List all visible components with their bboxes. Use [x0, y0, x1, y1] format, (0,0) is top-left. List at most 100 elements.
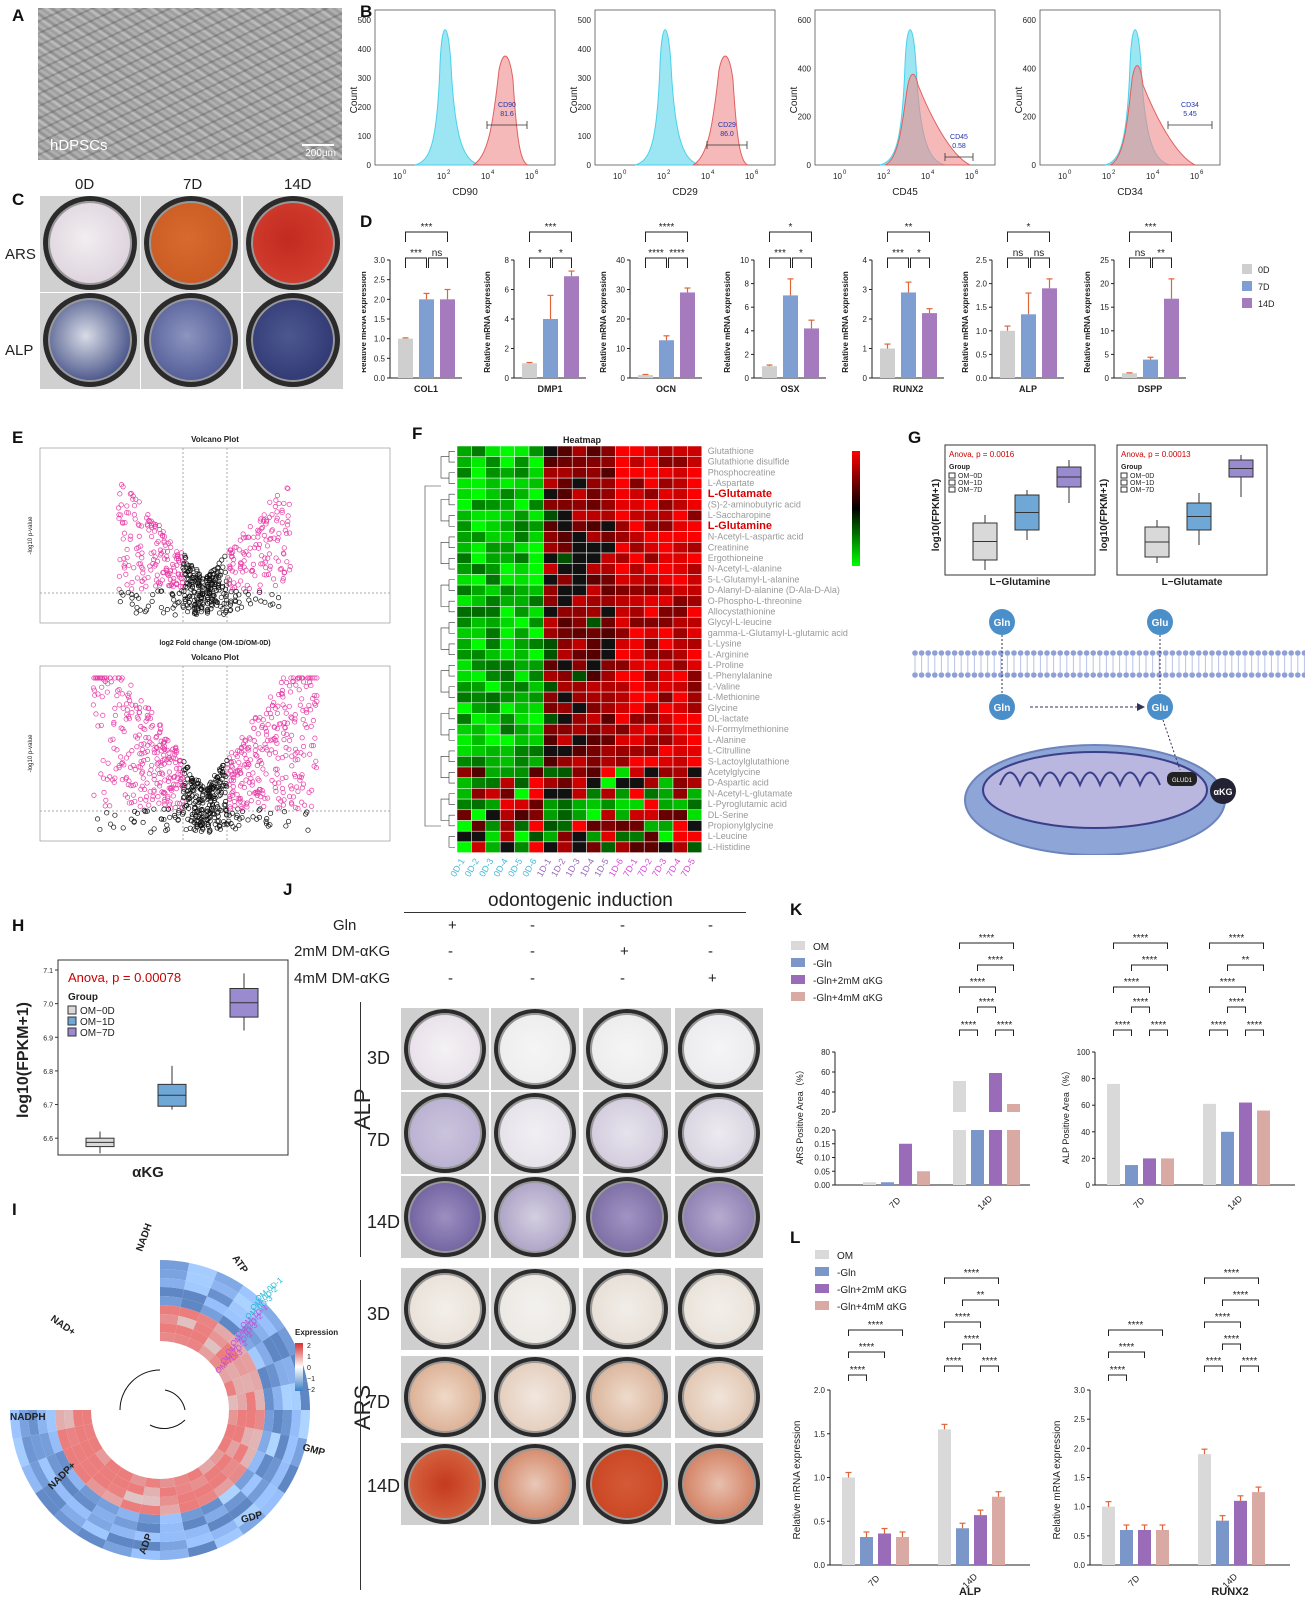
volcano-point [158, 550, 164, 556]
boxplot-xlabel: αKG [132, 1164, 164, 1181]
positive-area-bar-charts: OM-Gln-Gln+2mM αKG-Gln+4mM αKG204060800.… [791, 933, 1295, 1210]
molecule-label: Glu [1152, 703, 1169, 714]
boxplot-ylabel: log10(FPKM+1) [931, 479, 942, 552]
volcano-point [237, 565, 243, 572]
volcano-point [238, 745, 245, 751]
sig-label: **** [1247, 1020, 1263, 1031]
heatmap-cell [643, 509, 659, 522]
circular-heatmap-cell [185, 1531, 214, 1549]
heatmap-cell [499, 713, 515, 725]
volcano-point [293, 746, 299, 752]
volcano-point [91, 687, 97, 693]
heatmap-cell [528, 467, 544, 479]
volcano-point [303, 683, 309, 689]
metabolite-label: (S)-2-aminobutyric acid [708, 500, 801, 510]
circular-heatmap-cell [207, 1288, 234, 1308]
volcano-point [301, 752, 307, 758]
sig-label: **** [1124, 977, 1140, 988]
volcano-point [246, 735, 253, 741]
bar-ytick: 40 [1081, 1128, 1090, 1137]
bar [1161, 1158, 1174, 1185]
heatmap-cell [643, 445, 659, 457]
circular-heatmap-cell [254, 1389, 265, 1410]
volcano-point [283, 745, 289, 751]
volcano-point [130, 496, 136, 502]
induction-well-tile [491, 1176, 579, 1258]
histogram-xtick: 10 [1190, 172, 1199, 181]
heatmap-cell [586, 574, 602, 586]
circular-heatmap-cell [160, 1495, 179, 1506]
sig-bracket [1113, 986, 1150, 993]
volcano-point [149, 762, 155, 769]
lipid-head [1182, 650, 1189, 656]
induction-well [678, 1357, 760, 1437]
heatmap-cell [471, 713, 487, 725]
volcano-point [251, 725, 257, 731]
volcano-point [148, 829, 154, 835]
heatmap-cell [629, 627, 645, 639]
sig-bracket [980, 1365, 999, 1372]
volcano-point [151, 557, 157, 563]
volcano-point [158, 530, 164, 536]
heatmap-cell [485, 702, 501, 714]
volcano-point [299, 799, 305, 805]
heatmap-cell [600, 649, 616, 661]
heatmap-cell [615, 670, 631, 682]
heatmap-cell [629, 691, 645, 704]
stained-well [144, 196, 238, 290]
condition-sign: - [708, 917, 713, 934]
heatmap-cell [600, 574, 616, 586]
histogram-frame [594, 9, 776, 166]
volcano-point [154, 756, 160, 762]
volcano-point [166, 750, 172, 756]
bar [956, 1528, 969, 1565]
heatmap-cell [514, 563, 530, 575]
heatmap-cell [643, 574, 659, 586]
volcano-point [154, 781, 160, 787]
lipid-head [1268, 650, 1275, 656]
heatmap-cell [600, 681, 616, 693]
volcano-point [191, 589, 197, 595]
heatmap-cell [658, 509, 674, 522]
volcano-point [230, 775, 236, 781]
volcano-point [155, 538, 161, 545]
molecule-gln [989, 609, 1015, 635]
volcano-point [292, 719, 298, 725]
heatmap-cell [514, 456, 530, 468]
group-swatch [948, 486, 956, 493]
heatmap-cell [629, 574, 645, 586]
volcano-point [229, 764, 235, 770]
circular-heatmap-cell [160, 1521, 184, 1533]
heatmap-cell [672, 445, 688, 457]
volcano-point [123, 774, 130, 780]
volcano-point [271, 576, 277, 582]
volcano-point [253, 791, 259, 797]
sig-label: *** [421, 222, 433, 233]
circular-heatmap: NADHATPGMPGDPADPNADP+NADPHNAD+OM-0D-1OM-… [10, 1222, 338, 1560]
volcano-point [265, 722, 271, 728]
lipid-head [1083, 650, 1090, 656]
volcano-point [162, 790, 168, 796]
volcano-point [160, 529, 166, 535]
heatmap-cell [687, 542, 703, 554]
heatmap-cell [514, 820, 530, 832]
volcano-point [231, 580, 237, 586]
dendrogram-branch [448, 686, 455, 698]
volcano-point [215, 775, 221, 781]
heatmap-cell [557, 756, 573, 768]
heatmap-cell [499, 488, 515, 500]
heatmap-cell [586, 691, 602, 704]
volcano-point [308, 682, 314, 689]
well-tile [40, 196, 140, 292]
circular-heatmap-cell [254, 1453, 274, 1479]
circular-heatmap-cell [95, 1448, 112, 1466]
volcano-point [150, 592, 156, 598]
volcano-point [154, 750, 160, 756]
volcano-point [124, 582, 130, 588]
circular-heatmap-cell [208, 1448, 225, 1466]
volcano-point [290, 675, 296, 681]
volcano-point [194, 809, 200, 815]
bar-ylabel: Relative mRNA expression [841, 271, 850, 373]
sig-bracket [848, 1329, 903, 1336]
heatmap-cell [586, 777, 602, 789]
